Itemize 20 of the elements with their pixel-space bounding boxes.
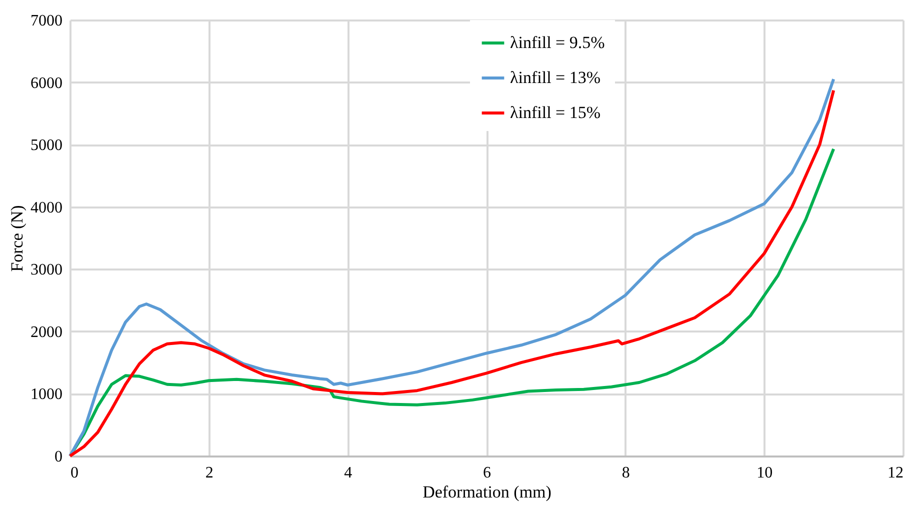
x-tick-label: 6 [483, 464, 491, 482]
y-tick-label: 3000 [30, 262, 62, 279]
y-axis-title: Force (N) [8, 205, 26, 272]
legend-label: λinfill = 15% [510, 103, 601, 122]
y-tick-label: 6000 [30, 74, 62, 92]
x-tick-label: 2 [205, 464, 214, 482]
y-tick-label: 1000 [30, 386, 62, 404]
y-tick-label: 5000 [30, 137, 62, 154]
legend-label: λinfill = 13% [510, 68, 601, 87]
x-tick-label: 10 [756, 464, 773, 482]
x-tick-label: 4 [344, 464, 352, 482]
y-tick-label: 2000 [30, 324, 62, 341]
y-tick-label: 4000 [30, 199, 62, 216]
y-tick-label: 0 [54, 448, 62, 466]
x-tick-label: 12 [888, 464, 904, 482]
x-tick-label: 8 [622, 464, 630, 482]
x-axis-title: Deformation (mm) [422, 482, 552, 502]
legend-label: λinfill = 9.5% [510, 33, 605, 52]
x-tick-label: 0 [70, 464, 78, 482]
y-tick-label: 7000 [30, 12, 62, 30]
